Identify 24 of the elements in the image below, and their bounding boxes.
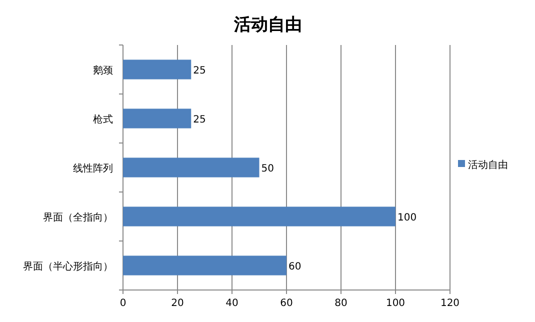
x-tick-label: 0 (120, 298, 126, 309)
bar (123, 206, 396, 226)
y-tick-label: 界面（全指向） (43, 212, 113, 224)
bar (123, 256, 286, 276)
y-tick-label: 枪式 (93, 114, 113, 126)
data-label: 25 (193, 66, 206, 76)
x-tick-label: 100 (386, 298, 406, 309)
data-label: 50 (261, 164, 274, 174)
bar (123, 158, 260, 178)
x-tick-label: 120 (440, 298, 460, 309)
y-tick-label: 界面（半心形指向） (23, 260, 113, 272)
data-label: 25 (193, 114, 206, 126)
bar (123, 108, 192, 128)
x-tick-label: 60 (280, 298, 293, 309)
bar (123, 60, 192, 80)
data-label: 60 (288, 262, 302, 272)
legend-label: 活动自由 (468, 159, 508, 171)
y-tick-label: 线性阵列 (73, 162, 113, 174)
data-label: 100 (398, 212, 417, 224)
y-tick-label: 鹅颈 (93, 64, 113, 76)
x-tick-label: 80 (334, 298, 348, 309)
x-tick-label: 20 (171, 298, 184, 309)
chart-title: 活动自由 (233, 15, 302, 35)
x-tick-label: 40 (226, 298, 238, 309)
